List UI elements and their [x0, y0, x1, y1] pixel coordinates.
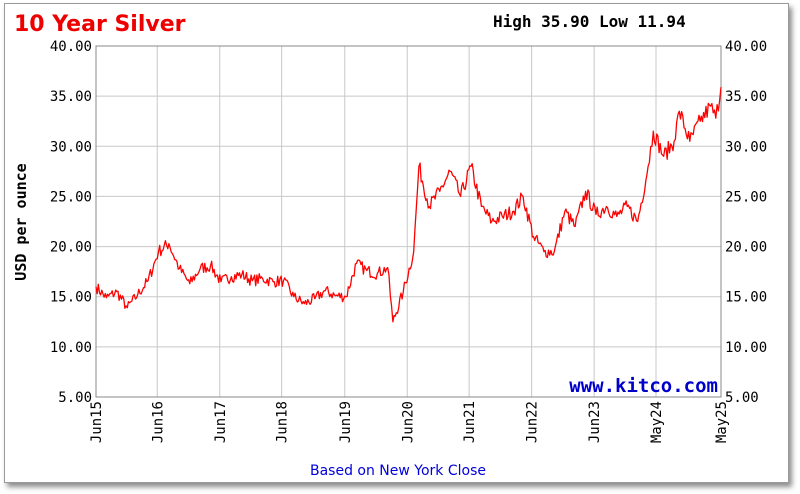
y-tick-label-right: 20.00	[725, 240, 767, 256]
x-tick-label: Jun16	[150, 401, 166, 443]
y-tick-label-left: 35.00	[50, 89, 92, 105]
plot-area-border	[95, 45, 722, 398]
y-tick-label-left: 10.00	[50, 340, 92, 356]
y-tick-label-right: 40.00	[725, 39, 767, 55]
y-tick-label-right: 25.00	[725, 189, 767, 205]
x-tick-label: Jun15	[89, 401, 105, 443]
x-tick-label: May25	[714, 401, 730, 443]
chart-frame	[4, 3, 789, 483]
low-value: 11.94	[638, 12, 686, 31]
silver-price-line	[95, 87, 722, 323]
y-tick-label-left: 5.00	[58, 390, 92, 406]
y-tick-label-left: 15.00	[50, 290, 92, 306]
y-tick-label-left: 30.00	[50, 139, 92, 155]
x-tick-label: Jun17	[213, 401, 229, 443]
low-label: Low	[599, 12, 628, 31]
high-label: High	[493, 12, 532, 31]
y-axis-right: 40.00 35.00 30.00 25.00 20.00 15.00 10.00 5.00	[725, 39, 767, 406]
y-tick-label-right: 15.00	[725, 290, 767, 306]
x-axis: Jun15 Jun16 Jun17 Jun18 Jun19 Jun20 Jun21 Jun22…	[89, 401, 730, 443]
x-tick-label: May24	[649, 401, 665, 443]
y-axis-left: 40.00 35.00 30.00 25.00 20.00 15.00 10.00 5.00	[50, 39, 92, 406]
y-tick-label-left: 20.00	[50, 240, 92, 256]
x-tick-label: Jun18	[275, 401, 291, 443]
high-value: 35.90	[541, 12, 589, 31]
y-tick-label-right: 30.00	[725, 139, 767, 155]
y-tick-label-right: 5.00	[725, 390, 759, 406]
x-tick-label: Jun23	[587, 401, 603, 443]
y-axis-label: USD per ounce	[12, 163, 30, 280]
chart-title: 10 Year Silver	[14, 12, 186, 37]
y-tick-label-left: 25.00	[50, 189, 92, 205]
high-low-stats: High 35.90 Low 11.94	[493, 12, 686, 31]
kitco-watermark[interactable]: www.kitco.com	[569, 375, 718, 397]
y-tick-label-right: 10.00	[725, 340, 767, 356]
x-tick-label: Jun20	[400, 401, 416, 443]
x-tick-label: Jun22	[525, 401, 541, 443]
y-tick-label-right: 35.00	[725, 89, 767, 105]
y-tick-label-left: 40.00	[50, 39, 92, 55]
x-tick-label: Jun19	[338, 401, 354, 443]
x-tick-label: Jun21	[462, 401, 478, 443]
footer-note: Based on New York Close	[310, 463, 486, 479]
grid-lines	[95, 45, 722, 398]
